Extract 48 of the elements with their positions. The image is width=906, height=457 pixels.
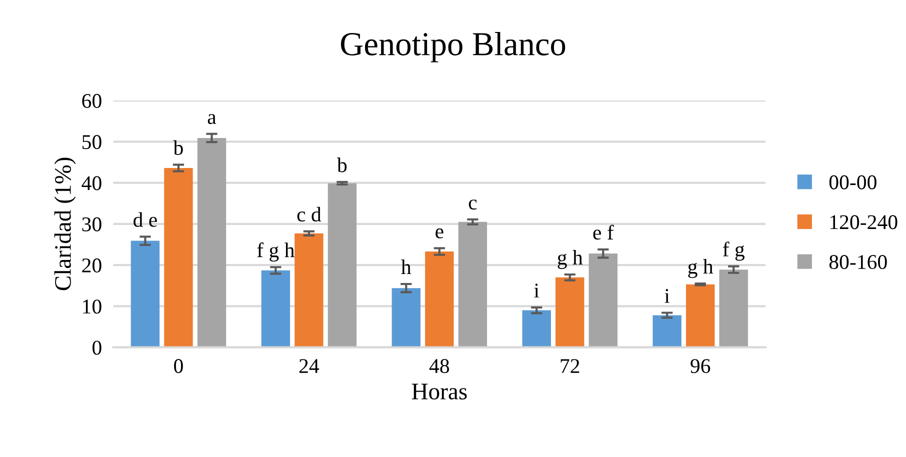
data-label: a [208,114,216,124]
data-label: c d [297,206,322,222]
bar [164,168,193,348]
data-label: d e [134,212,157,227]
bar [328,183,357,348]
data-label: i [534,284,540,298]
bar [425,251,454,348]
data-label: g h [558,250,583,269]
bar [392,288,420,348]
bar [130,240,160,348]
y-tick-label: 10 [83,300,102,314]
data-label: b [337,158,347,172]
bar [522,310,551,348]
legend-label: 00-00 [829,175,876,190]
bar [588,254,618,348]
x-tick-label: 48 [429,359,450,374]
data-label: f g [722,242,744,261]
data-label: f g h [257,242,294,262]
bar [458,222,488,348]
bar [719,270,748,348]
data-label: c [468,200,477,210]
legend-label: 80-160 [829,255,887,270]
data-label: b [173,140,183,155]
x-tick-label: 0 [174,359,183,374]
data-label: i [664,288,670,303]
y-tick-label: 0 [92,340,102,355]
bar [294,233,324,348]
y-axis-title: Claridad (1%) [54,158,76,290]
x-tick-label: 24 [299,359,320,373]
y-tick-label: 60 [82,94,102,108]
data-label: g h [688,259,714,278]
bar [261,270,290,348]
bar [652,315,682,348]
y-tick-label: 20 [82,258,102,272]
x-axis-title: Horas [412,384,467,400]
bar [686,284,715,348]
y-tick-label: 40 [82,176,102,190]
x-tick-label: 96 [690,359,710,374]
bar [556,277,584,348]
y-tick-label: 30 [82,217,102,232]
legend-label: 120-240 [830,215,898,230]
chart-title: Genotipo Blanco [340,32,566,62]
data-label: e f [593,224,614,240]
y-tick-label: 50 [82,135,102,150]
data-label: e [436,228,444,238]
x-tick-label: 72 [560,359,580,373]
bar [197,138,226,348]
data-label: h [401,260,412,274]
